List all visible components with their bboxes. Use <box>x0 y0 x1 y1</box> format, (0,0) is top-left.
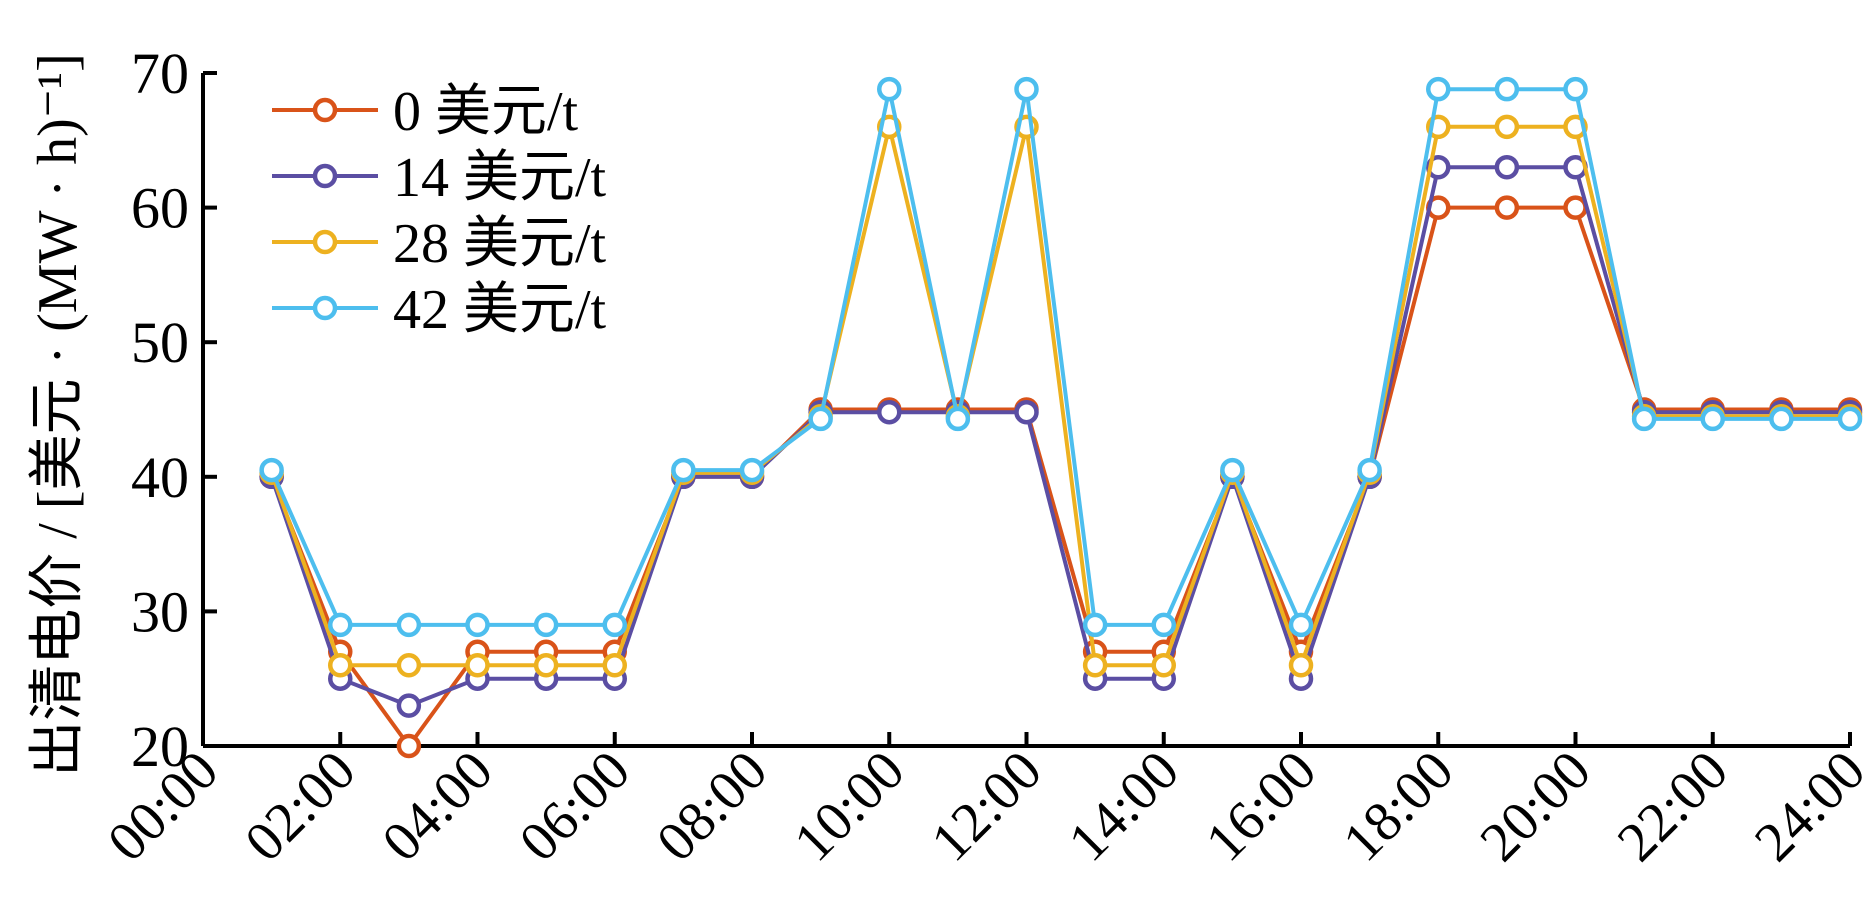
data-point <box>328 652 353 678</box>
y-tick-label: 60 <box>131 176 189 241</box>
x-tick-label: 06:00 <box>508 739 642 873</box>
data-point <box>1563 76 1588 102</box>
data-point <box>396 612 422 638</box>
legend-label: 28 美元/t <box>393 213 607 275</box>
data-point <box>1426 76 1451 102</box>
data-point <box>1357 457 1382 483</box>
x-tick-label: 02:00 <box>233 739 367 873</box>
data-point <box>396 733 422 759</box>
x-tick-label: 10:00 <box>782 739 916 873</box>
legend-label: 42 美元/t <box>393 279 607 341</box>
data-point <box>1631 406 1657 432</box>
y-tick-label: 50 <box>131 310 189 375</box>
data-point <box>1220 457 1245 483</box>
data-point <box>1082 612 1108 638</box>
data-point <box>808 406 833 432</box>
data-point <box>877 399 902 425</box>
x-ticks: 00:00 02:00 04:00 06:00 08:00 10:00 12:00 14:00… <box>96 732 1872 873</box>
data-point <box>1151 652 1176 678</box>
y-axis-label: 出清电价 / [美元 · (MW · h)⁻¹] <box>27 53 89 776</box>
data-point <box>396 652 422 678</box>
data-point <box>259 457 284 483</box>
series-3 <box>259 76 1863 638</box>
data-point <box>1014 76 1039 102</box>
data-point <box>533 652 559 678</box>
y-tick-label: 70 <box>131 41 189 106</box>
data-point <box>877 76 902 102</box>
data-point <box>533 612 559 638</box>
x-tick-label: 18:00 <box>1331 739 1465 873</box>
data-point <box>1700 406 1725 432</box>
legend-marker <box>312 229 338 255</box>
data-point <box>671 457 696 483</box>
data-point <box>328 612 353 638</box>
x-tick-label: 16:00 <box>1194 739 1328 873</box>
x-tick-label: 20:00 <box>1469 739 1603 873</box>
data-point <box>396 693 422 718</box>
x-tick-label: 04:00 <box>371 739 505 873</box>
legend-label: 14 美元/t <box>393 147 607 209</box>
data-point <box>739 457 765 483</box>
data-point <box>465 652 490 678</box>
x-tick-label: 22:00 <box>1606 739 1740 873</box>
data-point <box>1288 612 1314 638</box>
data-point <box>602 612 627 638</box>
legend-marker <box>312 163 338 189</box>
x-tick-label: 14:00 <box>1057 739 1191 873</box>
legend-label: 0 美元/t <box>393 81 579 143</box>
data-point <box>1769 406 1794 432</box>
x-tick-label: 24:00 <box>1743 739 1872 873</box>
y-ticks: 20 30 40 50 60 70 <box>131 41 217 779</box>
data-point <box>945 406 971 432</box>
legend-marker <box>312 295 338 321</box>
legend-marker <box>312 97 338 123</box>
data-point <box>1494 154 1520 180</box>
data-point <box>1288 652 1314 678</box>
data-point <box>1563 195 1588 220</box>
data-point <box>1494 114 1520 140</box>
data-point <box>602 652 627 678</box>
y-tick-label: 20 <box>131 714 189 779</box>
data-point <box>465 612 490 638</box>
series-layer <box>259 76 1863 759</box>
data-point <box>1151 612 1176 638</box>
data-point <box>1837 406 1863 432</box>
data-point <box>1014 399 1039 425</box>
data-point <box>1494 195 1520 220</box>
y-tick-label: 30 <box>131 579 189 644</box>
y-tick-label: 40 <box>131 445 189 510</box>
data-point <box>1494 76 1520 102</box>
x-tick-label: 12:00 <box>920 739 1054 873</box>
legend: 0 美元/t14 美元/t28 美元/t42 美元/t <box>272 81 607 341</box>
data-point <box>1082 652 1108 678</box>
x-tick-label: 08:00 <box>645 739 779 873</box>
